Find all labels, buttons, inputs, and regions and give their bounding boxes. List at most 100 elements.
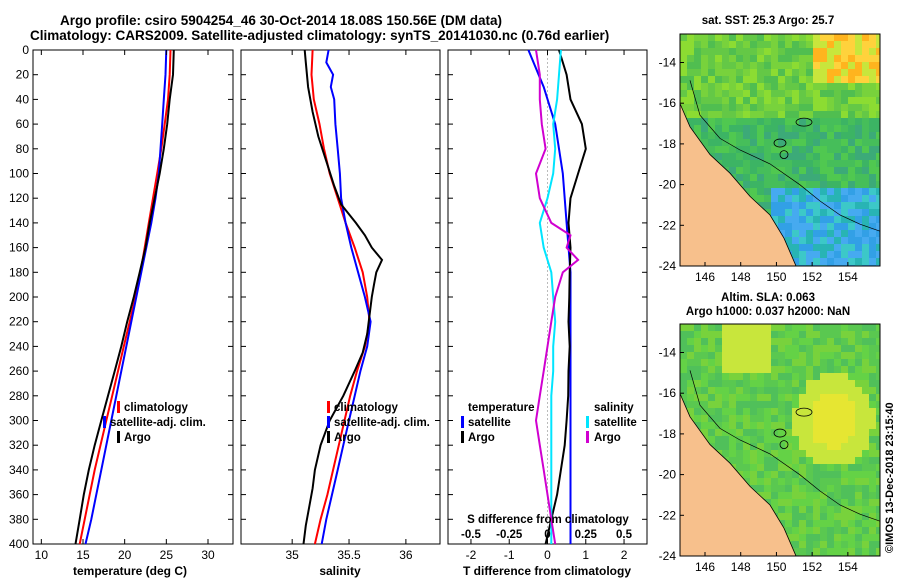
map-cell: [813, 443, 820, 450]
map-cell: [764, 471, 771, 478]
map-cell: [722, 338, 729, 345]
map-cell: [708, 104, 715, 111]
map-cell: [736, 331, 743, 338]
map-cell: [820, 380, 827, 387]
map-cell: [806, 485, 813, 492]
map-cell: [757, 331, 764, 338]
map-cell: [841, 429, 848, 436]
map-cell: [722, 450, 729, 457]
map-cell: [820, 492, 827, 499]
map-cell: [680, 345, 687, 352]
map-cell: [736, 373, 743, 380]
map-cell: [687, 408, 694, 415]
map-cell: [834, 97, 841, 104]
map-cell: [750, 125, 757, 132]
map-cell: [701, 352, 708, 359]
map-cell: [715, 104, 722, 111]
map-cell: [876, 209, 880, 216]
map-cell: [687, 394, 694, 401]
map-cell: [827, 202, 834, 209]
map-cell: [778, 188, 785, 195]
map-cell: [687, 104, 694, 111]
map-cell: [778, 111, 785, 118]
map-cell: [813, 258, 820, 265]
map-cell: [743, 118, 750, 125]
map-cell: [813, 359, 820, 366]
map-cell: [785, 429, 792, 436]
map-cell: [792, 373, 799, 380]
map-cell: [715, 111, 722, 118]
map-cell: [764, 111, 771, 118]
map-cell: [820, 422, 827, 429]
map-cell: [729, 41, 736, 48]
map-cell: [680, 387, 687, 394]
map-cell: [799, 76, 806, 83]
map-cell: [855, 534, 862, 541]
map-cell: [848, 331, 855, 338]
map-cell: [862, 527, 869, 534]
map-cell: [841, 464, 848, 471]
map-cell: [855, 331, 862, 338]
map-cell: [757, 160, 764, 167]
map-cell: [806, 359, 813, 366]
map-cell: [841, 541, 848, 548]
map-cell: [862, 62, 869, 69]
map-cell: [848, 492, 855, 499]
map-cell: [701, 387, 708, 394]
map-cell: [778, 83, 785, 90]
map-cell: [680, 55, 687, 62]
map-cell: [848, 83, 855, 90]
map-cell: [806, 174, 813, 181]
map-cell: [813, 380, 820, 387]
map-cell: [764, 167, 771, 174]
map-cell: [862, 48, 869, 55]
map-cell: [848, 471, 855, 478]
map-cell: [771, 338, 778, 345]
map-cell: [750, 111, 757, 118]
map-cell: [820, 534, 827, 541]
map-cell: [771, 499, 778, 506]
map-cell: [820, 146, 827, 153]
map-cell: [764, 76, 771, 83]
map-cell: [701, 429, 708, 436]
map-cell: [799, 422, 806, 429]
map-cell: [729, 83, 736, 90]
map-cell: [848, 464, 855, 471]
map-cell: [827, 244, 834, 251]
map-cell: [876, 132, 880, 139]
map-cell: [827, 216, 834, 223]
map-cell: [680, 48, 687, 55]
map-cell: [785, 69, 792, 76]
map-cell: [771, 429, 778, 436]
map-cell: [841, 223, 848, 230]
map-cell: [876, 345, 880, 352]
map-cell: [792, 167, 799, 174]
map-cell: [799, 216, 806, 223]
map-cell: [680, 97, 687, 104]
map-cell: [701, 69, 708, 76]
map-cell: [771, 48, 778, 55]
map-cell: [778, 366, 785, 373]
y-tick-label: 40: [16, 92, 30, 106]
map-cell: [743, 331, 750, 338]
map-cell: [687, 387, 694, 394]
map-cell: [827, 139, 834, 146]
map-cell: [820, 506, 827, 513]
series-line-climatology: [310, 49, 371, 545]
map-cell: [687, 380, 694, 387]
map-cell: [834, 443, 841, 450]
map-cell: [820, 352, 827, 359]
map-cell: [750, 338, 757, 345]
map-cell: [855, 251, 862, 258]
map-cell: [820, 548, 827, 555]
map-cell: [729, 422, 736, 429]
map-cell: [764, 324, 771, 331]
map-cell: [813, 167, 820, 174]
difference-series: [527, 49, 587, 545]
map-y-tick-label: -20: [659, 178, 677, 192]
map-cell: [729, 387, 736, 394]
map-cell: [715, 443, 722, 450]
map-cell: [722, 387, 729, 394]
map-cell: [771, 216, 778, 223]
sla-map-subtitle: Argo h1000: 0.037 h2000: NaN: [686, 306, 850, 318]
